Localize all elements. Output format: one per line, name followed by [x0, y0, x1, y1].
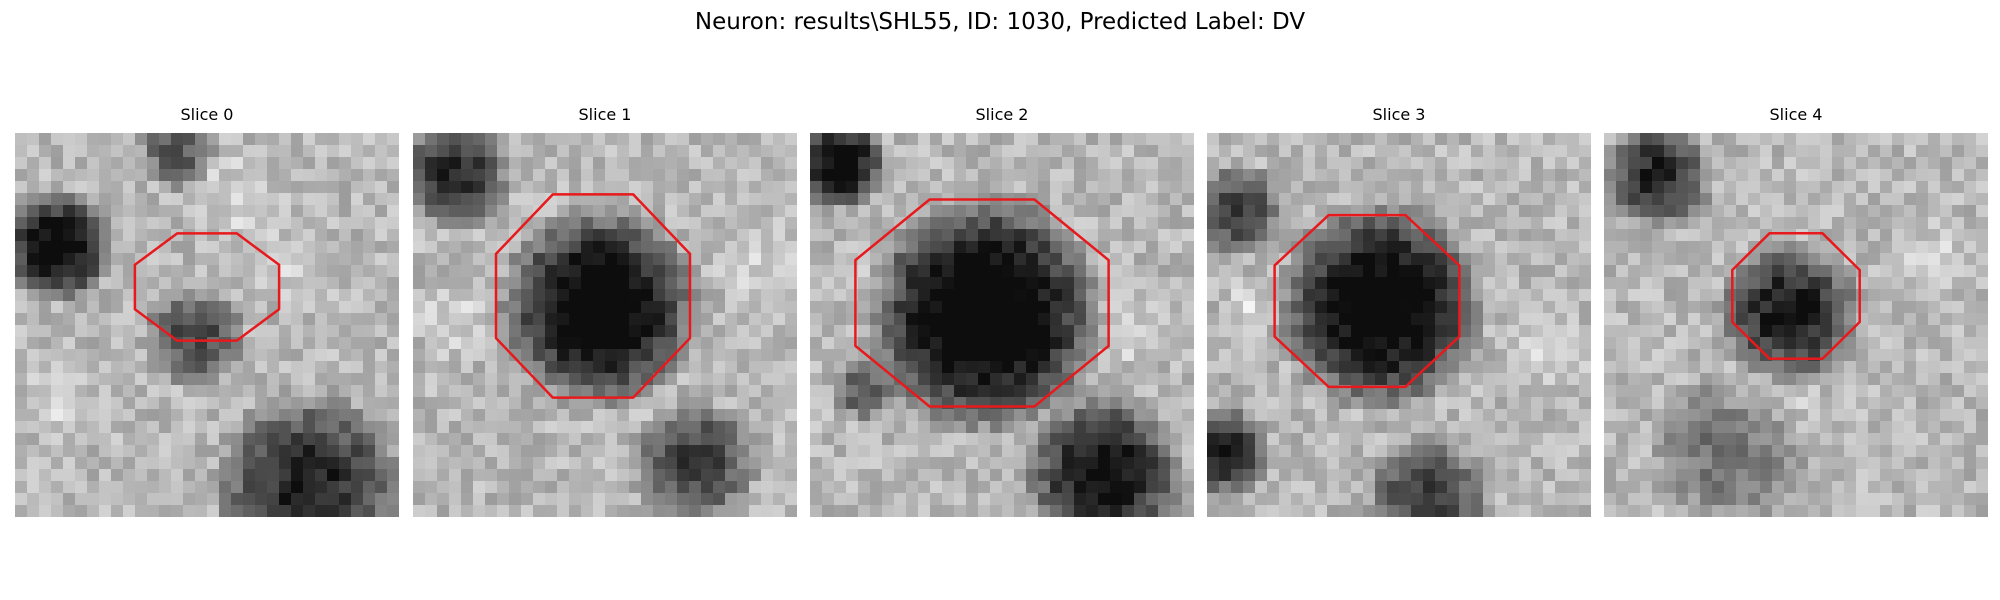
- slice-panel-1: Slice 1: [413, 105, 797, 517]
- slice-image-1: [413, 133, 797, 517]
- figure-title: Neuron: results\SHL55, ID: 1030, Predict…: [694, 9, 1306, 35]
- roi-contour-1: [494, 193, 692, 399]
- slice-image-4: [1604, 133, 1988, 517]
- pixel-grid-1: [413, 133, 797, 517]
- slice-title-1: Slice 1: [578, 105, 632, 124]
- roi-contour-3: [1273, 213, 1461, 389]
- slice-panel-2: Slice 2: [810, 105, 1194, 517]
- slice-image-3: [1207, 133, 1591, 517]
- pixel-grid-2: [810, 133, 1194, 517]
- slice-title-2: Slice 2: [975, 105, 1029, 124]
- slice-title-0: Slice 0: [180, 105, 234, 124]
- slice-image-2: [810, 133, 1194, 517]
- roi-contour-2: [854, 198, 1110, 408]
- pixel-grid-0: [15, 133, 399, 517]
- slice-panel-0: Slice 0: [15, 105, 399, 517]
- slice-panel-4: Slice 4: [1604, 105, 1988, 517]
- pixel-grid-4: [1604, 133, 1988, 517]
- pixel-grid-3: [1207, 133, 1591, 517]
- roi-contour-0: [133, 232, 281, 342]
- roi-contour-4: [1731, 231, 1861, 361]
- slice-title-4: Slice 4: [1769, 105, 1823, 124]
- slice-panel-3: Slice 3: [1207, 105, 1591, 517]
- slice-image-0: [15, 133, 399, 517]
- slice-title-3: Slice 3: [1372, 105, 1426, 124]
